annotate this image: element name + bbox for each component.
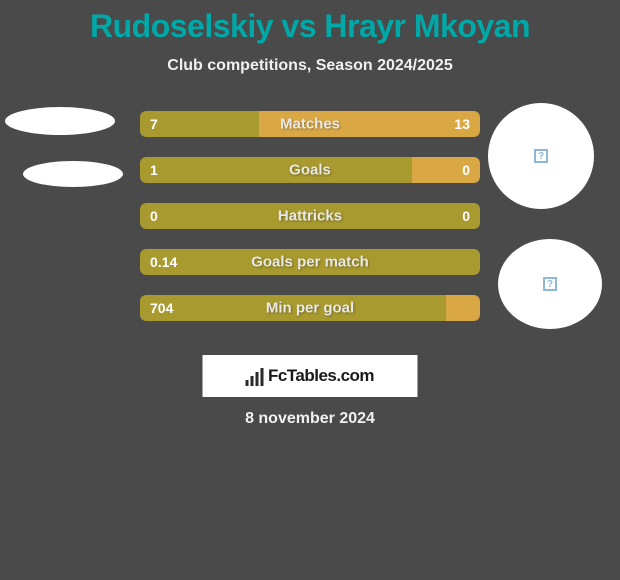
placeholder-icon: ? [534, 149, 548, 163]
stat-value-right: 0 [462, 208, 470, 224]
stat-label: Hattricks [140, 208, 480, 225]
comparison-date: 8 november 2024 [0, 410, 620, 428]
stat-row-matches: 7 Matches 13 [140, 111, 480, 137]
stat-row-mpg: 704 Min per goal [140, 295, 480, 321]
player-right-avatars: ? ? [488, 103, 602, 329]
brand-box: FcTables.com [203, 355, 418, 397]
brand-text: FcTables.com [268, 366, 374, 386]
stat-row-gpm: 0.14 Goals per match [140, 249, 480, 275]
stat-value-right: 13 [454, 116, 470, 132]
stat-label: Goals per match [140, 254, 480, 271]
player-right-avatar-2: ? [498, 239, 602, 329]
brand-logo: FcTables.com [246, 366, 374, 386]
stat-label: Goals [140, 162, 480, 179]
stat-row-goals: 1 Goals 0 [140, 157, 480, 183]
player-left-avatar-2 [23, 161, 123, 187]
player-right-avatar-1: ? [488, 103, 594, 209]
chart-icon [246, 366, 264, 386]
stat-label: Matches [140, 116, 480, 133]
comparison-title: Rudoselskiy vs Hrayr Mkoyan [0, 0, 620, 45]
player-left-avatar-1 [5, 107, 115, 135]
placeholder-icon: ? [543, 277, 557, 291]
stats-bars: 7 Matches 13 1 Goals 0 0 Hattricks 0 0.1… [140, 111, 480, 341]
stat-label: Min per goal [140, 300, 480, 317]
stat-value-right: 0 [462, 162, 470, 178]
player-left-avatars [5, 103, 123, 187]
comparison-subtitle: Club competitions, Season 2024/2025 [0, 57, 620, 75]
comparison-content: 7 Matches 13 1 Goals 0 0 Hattricks 0 0.1… [0, 103, 620, 333]
stat-row-hattricks: 0 Hattricks 0 [140, 203, 480, 229]
